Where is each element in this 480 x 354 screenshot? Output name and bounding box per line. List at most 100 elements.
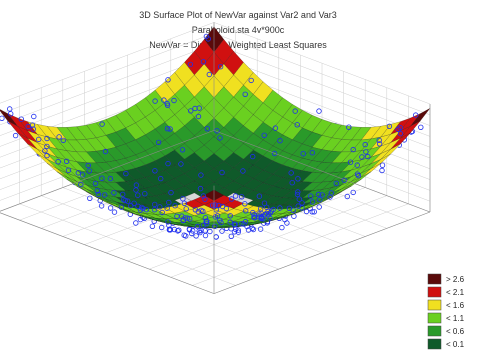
data-point <box>250 226 257 233</box>
data-point <box>294 191 301 198</box>
data-point <box>18 116 24 122</box>
data-point <box>181 200 188 206</box>
cube-edge <box>213 130 431 213</box>
data-point <box>92 180 99 187</box>
chart-subtitle-2: NewVar = Distance Weighted Least Squares <box>149 40 327 50</box>
data-point <box>284 220 290 226</box>
data-point <box>227 219 233 225</box>
data-point <box>166 199 172 206</box>
data-point <box>271 150 278 157</box>
data-point <box>200 193 207 199</box>
data-point <box>248 77 254 84</box>
data-point <box>94 188 101 194</box>
data-point <box>161 97 167 103</box>
data-point <box>261 132 267 138</box>
data-point <box>124 198 131 204</box>
data-point <box>418 124 424 130</box>
data-point <box>316 204 322 210</box>
data-point <box>60 137 66 144</box>
data-point <box>155 139 162 146</box>
data-point <box>231 229 238 235</box>
legend-swatch <box>427 325 442 337</box>
data-point <box>223 205 230 212</box>
data-point <box>192 105 198 112</box>
data-point <box>55 158 61 165</box>
cube-front-edges <box>0 22 431 294</box>
cube-edge <box>0 130 215 212</box>
data-point <box>200 59 207 65</box>
data-point <box>86 168 92 174</box>
data-point <box>184 215 191 221</box>
chart-title-group: 3D Surface Plot of NewVar against Var2 a… <box>139 10 337 50</box>
data-point <box>118 204 124 210</box>
data-point <box>183 206 189 212</box>
data-point <box>251 211 257 218</box>
data-point <box>413 112 419 118</box>
data-point <box>317 196 323 203</box>
data-point <box>279 224 285 231</box>
data-point <box>267 215 273 221</box>
data-point <box>209 202 216 208</box>
data-point <box>319 192 325 198</box>
data-point <box>78 181 84 188</box>
data-point <box>151 201 158 208</box>
data-point <box>101 192 108 198</box>
floor-grid-line <box>192 203 409 286</box>
data-point <box>212 223 218 230</box>
cube-edge <box>213 211 431 294</box>
data-point <box>95 191 102 198</box>
data-point <box>203 221 210 227</box>
data-point <box>264 204 270 210</box>
wall-grid-line <box>0 22 215 104</box>
data-point <box>294 122 300 128</box>
data-point <box>344 193 350 200</box>
data-point <box>288 170 294 176</box>
wall-grid-line <box>0 54 215 136</box>
data-point <box>119 191 126 198</box>
data-point <box>166 227 173 233</box>
data-point <box>164 205 170 211</box>
data-point <box>99 121 105 127</box>
legend-label: < 0.6 <box>446 327 465 336</box>
data-point <box>171 97 177 104</box>
data-point <box>194 223 201 230</box>
wall-grid-line <box>213 54 431 137</box>
data-point <box>309 149 315 156</box>
data-point <box>386 123 393 129</box>
data-point <box>25 123 31 130</box>
legend-swatch <box>427 312 442 324</box>
floor-grid-line <box>41 195 258 278</box>
legend-swatch <box>427 286 442 298</box>
data-point <box>299 200 305 206</box>
data-point <box>159 209 165 216</box>
data-point <box>215 202 222 209</box>
data-point <box>189 228 196 234</box>
data-point <box>138 204 145 211</box>
wall-grid-line <box>213 22 431 105</box>
data-point <box>30 126 36 132</box>
data-point <box>202 196 208 202</box>
data-point <box>359 154 365 160</box>
data-point <box>295 189 301 195</box>
data-point <box>376 141 383 147</box>
data-point <box>133 187 139 193</box>
data-point <box>309 199 316 205</box>
data-point <box>98 203 105 209</box>
data-point <box>178 161 184 167</box>
data-point <box>164 125 171 132</box>
data-point <box>379 162 386 168</box>
floor-grid-line <box>19 203 236 286</box>
data-point <box>206 71 212 78</box>
data-point <box>44 143 50 150</box>
data-point <box>179 147 186 153</box>
data-point <box>131 200 137 206</box>
legend: > 2.6 < 2.1 < 1.6 < 1.1 < 0.6 < 0.1 <box>427 273 465 350</box>
data-point <box>251 215 258 221</box>
data-point <box>263 210 270 217</box>
data-point <box>152 168 158 174</box>
data-point <box>232 221 239 228</box>
data-point <box>204 218 210 224</box>
data-point <box>213 234 219 240</box>
data-point <box>296 196 302 202</box>
